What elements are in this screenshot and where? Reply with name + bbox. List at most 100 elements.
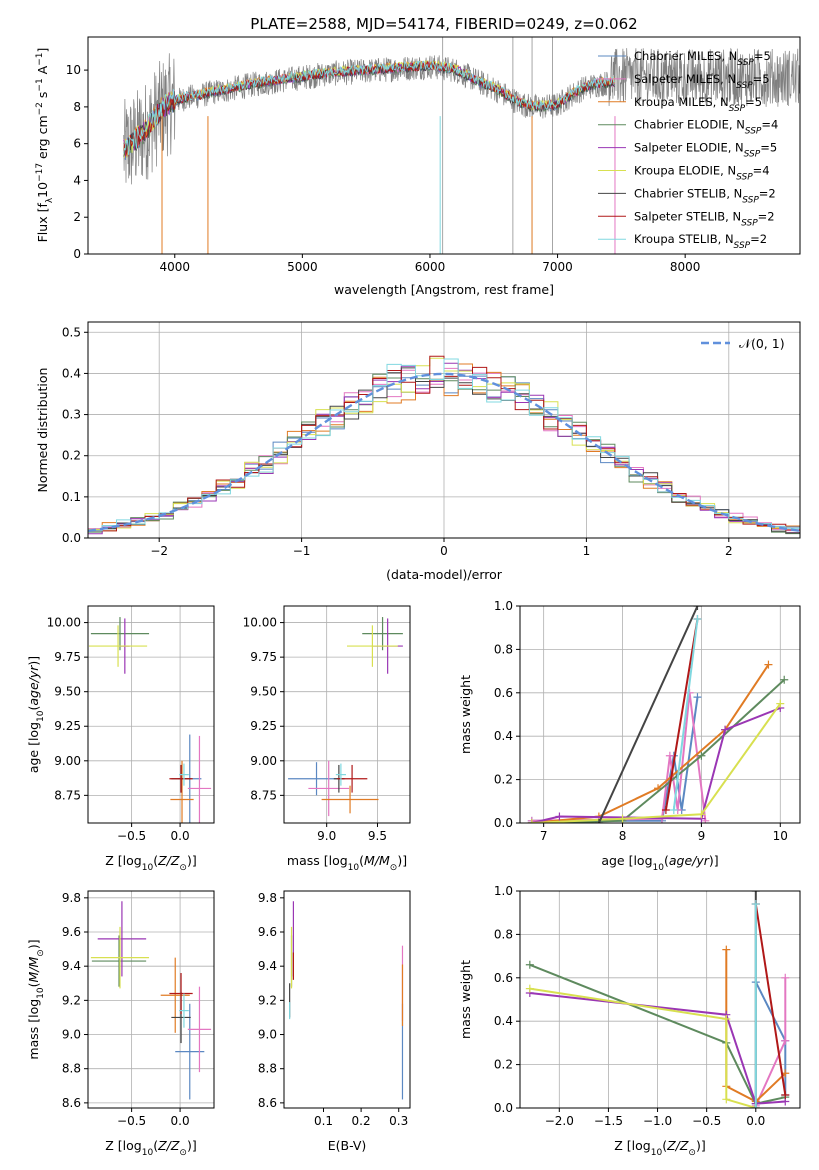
weight-line <box>531 696 699 822</box>
legend-label-part: N <box>727 72 736 86</box>
plot-area-age-vs-Z <box>88 617 212 823</box>
weight-marker <box>751 900 760 909</box>
x-axis-label-part: ( <box>153 853 158 868</box>
y-axis-label-part: M/M <box>26 956 41 982</box>
plot-area-mass-vs-ebv <box>289 901 404 1100</box>
weight-line <box>529 987 757 1108</box>
y-tick-label: 10.00 <box>47 616 81 630</box>
legend-label-part: =4 <box>761 118 778 132</box>
x-axis-label-part: ⊙ <box>179 1148 187 1158</box>
x-tick-label: 7 <box>540 829 548 843</box>
axes-age-vs-mass: 9.0 9.5 8.75 9.00 9.25 9.50 9.75 10.00 mass [log… <box>243 605 411 873</box>
weight-marker <box>721 725 730 734</box>
axes-frame <box>87 890 215 1109</box>
x-axis-label-part: 10 <box>651 1148 663 1158</box>
y-tick-label: 0.4 <box>494 729 513 743</box>
x-axis-label-part: )] <box>187 1138 197 1153</box>
weight-marker <box>555 812 564 821</box>
histogram-step <box>88 358 800 532</box>
x-tick-label: 0.0 <box>171 1114 190 1128</box>
y-tick-label: 10.00 <box>243 616 277 630</box>
weight-marker <box>661 805 670 814</box>
x-axis-label-part: Z [log <box>105 1138 141 1153</box>
x-axis-label: E(B-V) <box>328 1138 367 1153</box>
legend-label-part: Kroupa MILES, <box>634 95 720 109</box>
y-tick-label: 0.5 <box>62 325 81 339</box>
y-tick-label: 9.6 <box>62 925 81 939</box>
plot-area-weight-vs-Z <box>525 891 790 1108</box>
y-axis-label-part: erg cm <box>35 115 50 163</box>
axes-frame <box>283 605 411 824</box>
y-axis-label-part: age [log <box>26 722 41 773</box>
y-tick-label: 8 <box>73 100 81 114</box>
x-axis-label-part: Z [log <box>105 853 141 868</box>
plot-area-residuals <box>88 355 800 535</box>
y-tick-label: 9.25 <box>250 719 277 733</box>
y-tick-label: 0.4 <box>494 1014 513 1028</box>
x-axis-label: (data-model)/error <box>386 567 503 582</box>
legend-label-part: =5 <box>745 95 762 109</box>
x-tick-label: −1.0 <box>643 1114 672 1128</box>
axes-spectrum: 4000 5000 6000 7000 8000 0 2 4 6 8 10 Chabrier MILE… <box>35 36 801 297</box>
legend-label-part: Salpeter ELODIE, <box>634 141 735 155</box>
y-tick-label: 8.6 <box>62 1096 81 1110</box>
axes-mass-vs-Z: −0.5 0.08.68.89.09.29.49.69.8Z [log10(Z/Z… <box>26 890 215 1158</box>
x-axis-label-part: 10 <box>142 863 154 873</box>
y-tick-label: 4 <box>73 173 81 187</box>
legend-label-part: =2 <box>758 209 775 223</box>
x-axis-label-part: ⊙ <box>688 1148 696 1158</box>
y-tick-label: 0.0 <box>494 816 513 830</box>
weight-marker <box>722 1095 731 1104</box>
y-axis-label-part: )] <box>26 939 41 949</box>
plot-area-spectrum <box>123 37 800 254</box>
weight-marker <box>618 814 627 823</box>
weight-marker <box>697 751 706 760</box>
y-tick-label: 10 <box>66 63 81 77</box>
legend-label-part: N <box>732 209 741 223</box>
legend-label-part: =2 <box>759 186 776 200</box>
weight-marker <box>693 615 702 624</box>
x-axis-label-part: ( <box>153 1138 158 1153</box>
x-axis-label-part: Z/Z <box>666 1138 689 1153</box>
legend-label-part: Chabrier STELIB, <box>634 186 734 200</box>
weight-marker <box>781 1090 790 1099</box>
weight-marker <box>693 606 702 610</box>
x-tick-label: 2 <box>725 544 733 558</box>
y-axis-label-part: 10 <box>36 987 46 999</box>
x-tick-label: 8000 <box>670 260 701 274</box>
y-tick-label: 9.8 <box>258 891 277 905</box>
axes-residuals: −2 −1 0 1 2 0.0 0.1 0.2 0.3 0.4 0.5 𝒩(0, 1) (data-mo… <box>35 321 801 582</box>
x-tick-label: 9 <box>698 829 706 843</box>
x-tick-label: 9.5 <box>368 829 387 843</box>
y-axis-label: mass weight <box>458 675 473 754</box>
weight-line <box>672 618 699 811</box>
legend-label-part: SSP <box>736 173 753 183</box>
x-tick-label: 0.1 <box>314 1114 333 1128</box>
x-axis-label-part: E(B-V) <box>328 1138 367 1153</box>
x-tick-label: −1 <box>293 544 311 558</box>
y-tick-label: 9.0 <box>62 1028 81 1042</box>
legend-label: 𝒩(0, 1) <box>739 336 785 351</box>
y-axis-label: mass [log10(M/M⊙)] <box>26 939 46 1059</box>
y-axis-label-part: ( <box>26 982 41 987</box>
x-axis-label: mass [log10(M/M⊙)] <box>287 853 407 873</box>
weight-marker <box>525 960 534 969</box>
x-axis-label: Z [log10(Z/Z⊙)] <box>105 853 196 873</box>
x-tick-label: 1 <box>583 544 591 558</box>
weight-marker <box>781 1036 790 1045</box>
y-tick-label: 6 <box>73 137 81 151</box>
normal-curve <box>88 372 800 532</box>
y-tick-label: 0.4 <box>62 366 81 380</box>
x-axis-label: wavelength [Angstrom, rest frame] <box>334 282 554 297</box>
y-tick-label: 0.2 <box>494 773 513 787</box>
legend-label-part: N <box>735 141 744 155</box>
plot-area-weight-vs-age <box>527 606 789 823</box>
x-axis-label: Z [log10(Z/Z⊙)] <box>105 1138 196 1158</box>
model-spectrum-line <box>123 59 615 156</box>
y-axis-label-part: )] <box>26 656 41 666</box>
y-tick-label: 0.8 <box>494 927 513 941</box>
y-tick-label: 9.0 <box>258 1028 277 1042</box>
x-axis-label-part: 10 <box>653 863 665 873</box>
x-axis-label-part: wavelength [Angstrom, rest frame] <box>334 282 554 297</box>
